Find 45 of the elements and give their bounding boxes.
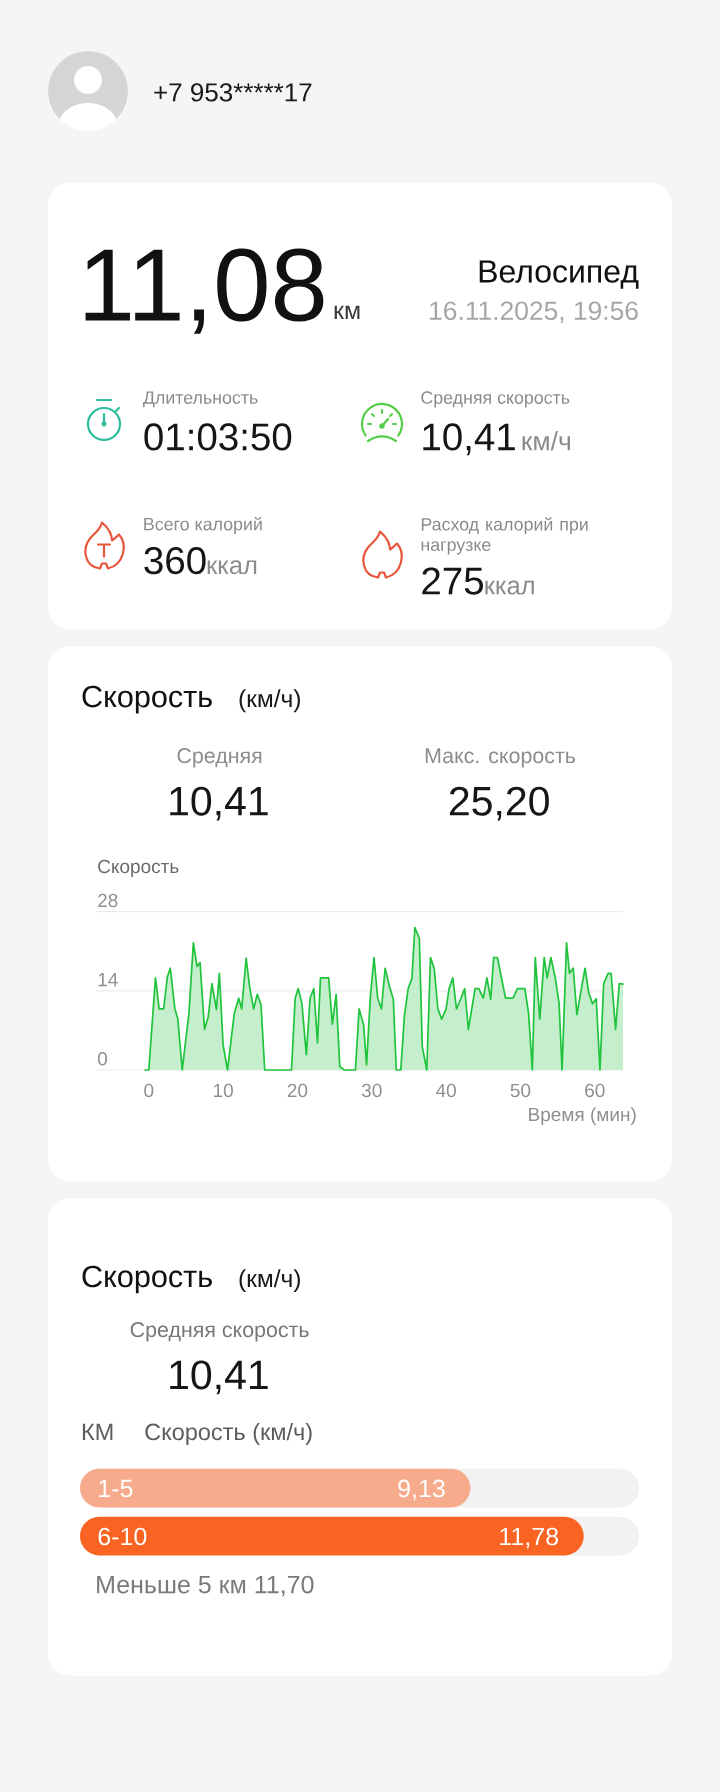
y-axis-title: Скорость (98, 859, 179, 877)
y-axis-title: КМ (82, 1423, 113, 1441)
text: Велосипед (479, 260, 639, 289)
x-tick-label: 10 (213, 1083, 233, 1098)
x-tick-label: 20 (287, 1083, 308, 1098)
chart-title: Скорость (82, 685, 212, 714)
text: ккал (485, 580, 534, 595)
chart-subtitle: (км/ч) (239, 1269, 300, 1293)
text: 10,41 (423, 423, 515, 456)
x-tick-label: 30 (361, 1083, 382, 1098)
text: 16.11.2025, 19:56 (430, 301, 638, 324)
text: Расход калорий при нагрузке (421, 517, 588, 555)
y-tick-label: 6-10 (98, 1527, 147, 1546)
y-tick-label: 14 (98, 973, 118, 987)
text: Макс. скорость (425, 748, 576, 768)
annotation: Меньше 5 км 11,70 (97, 1575, 314, 1597)
chart-subtitle: (км/ч) (239, 689, 300, 713)
text: 10,41 (170, 786, 268, 821)
data-label: 11,78 (500, 1527, 559, 1549)
text: 10,41 (170, 1360, 268, 1395)
text: Длительность (143, 391, 258, 408)
chart-title: Скорость (82, 1265, 212, 1294)
data-label: 9,13 (398, 1479, 445, 1501)
x-tick-label: 60 (585, 1083, 605, 1098)
y-tick-label: 1-5 (99, 1479, 133, 1498)
text: Средняя скорость (130, 1322, 309, 1342)
text: 25,20 (449, 786, 549, 821)
text: 360 (144, 547, 206, 575)
text: км/ч (522, 431, 570, 451)
text: 11,08 (85, 248, 324, 334)
text: Средняя скорость (421, 391, 570, 408)
text: км (334, 305, 360, 320)
y-tick-label: 0 (97, 1052, 108, 1066)
y-tick-label: 28 (98, 893, 118, 908)
x-axis-title: Время (мин) (529, 1107, 636, 1125)
text: ккал (207, 560, 257, 575)
x-tick-label: 40 (435, 1083, 456, 1098)
x-axis-title: Скорость (км/ч) (145, 1422, 312, 1445)
text: +7 953*****17 (154, 83, 312, 102)
x-tick-label: 50 (510, 1083, 531, 1098)
x-tick-label: 0 (144, 1083, 154, 1098)
text: 275 (422, 567, 484, 595)
text: Средняя (177, 748, 262, 768)
text: 01:03:50 (144, 423, 292, 451)
text: Всего калорий (144, 517, 262, 534)
